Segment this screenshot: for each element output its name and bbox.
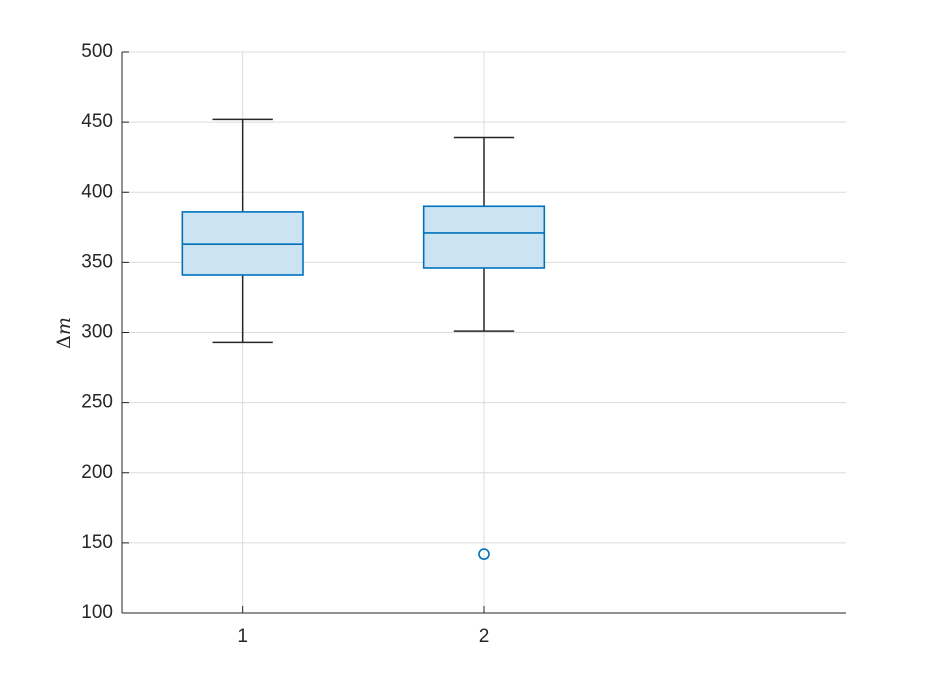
y-tick-label-100: 100 [81, 602, 113, 623]
y-tick-label-450: 450 [81, 111, 113, 132]
y-tick-label-250: 250 [81, 392, 113, 413]
axis-layer [121, 51, 846, 614]
y-tick-label-150: 150 [81, 532, 113, 553]
box-layer [181, 118, 546, 560]
y-tick-label-400: 400 [81, 181, 113, 202]
box-group-2 [422, 136, 546, 560]
box-group-1 [181, 118, 304, 344]
y-axis-label-variable: m [53, 317, 75, 335]
y-tick-label-500: 500 [81, 41, 113, 62]
grid-layer [122, 51, 846, 614]
y-axis-label: Δm [53, 317, 75, 349]
outlier-point-2-0 [478, 548, 490, 560]
tick-label-layer: 100 150 200 250 300 350 400 450 500 1 2 [81, 41, 489, 647]
x-tick-label-1: 1 [237, 626, 248, 647]
y-axis-label-symbol: Δ [53, 335, 75, 349]
y-tick-label-200: 200 [81, 462, 113, 483]
x-tick-label-2: 2 [479, 626, 490, 647]
iqr-box-2 [422, 205, 546, 269]
y-tick-label-300: 300 [81, 322, 113, 343]
y-tick-label-350: 350 [81, 251, 113, 272]
